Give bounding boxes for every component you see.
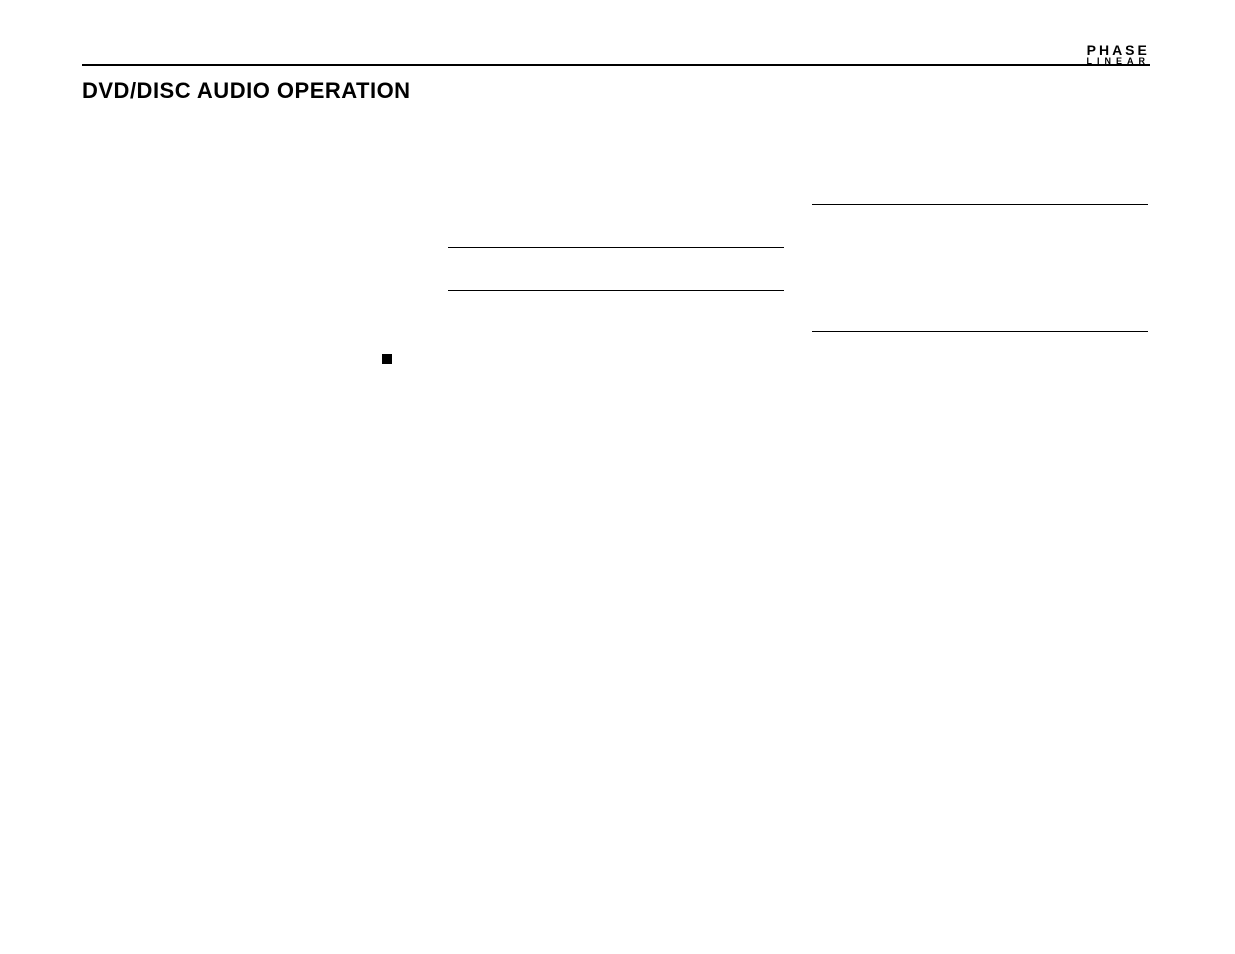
section-rule-mid-2	[448, 290, 784, 291]
stop-icon	[382, 354, 392, 364]
section-rule-right-1	[812, 204, 1148, 205]
page-title: DVD/DISC AUDIO OPERATION	[82, 78, 411, 104]
header-rule	[82, 64, 1150, 66]
section-rule-mid-1	[448, 247, 784, 248]
brand-top-text: PHASE	[1087, 44, 1151, 57]
section-rule-right-2	[812, 331, 1148, 332]
page: PHASE LINEAR DVD/DISC AUDIO OPERATION	[0, 0, 1235, 954]
brand-logo: PHASE LINEAR	[1087, 44, 1151, 65]
